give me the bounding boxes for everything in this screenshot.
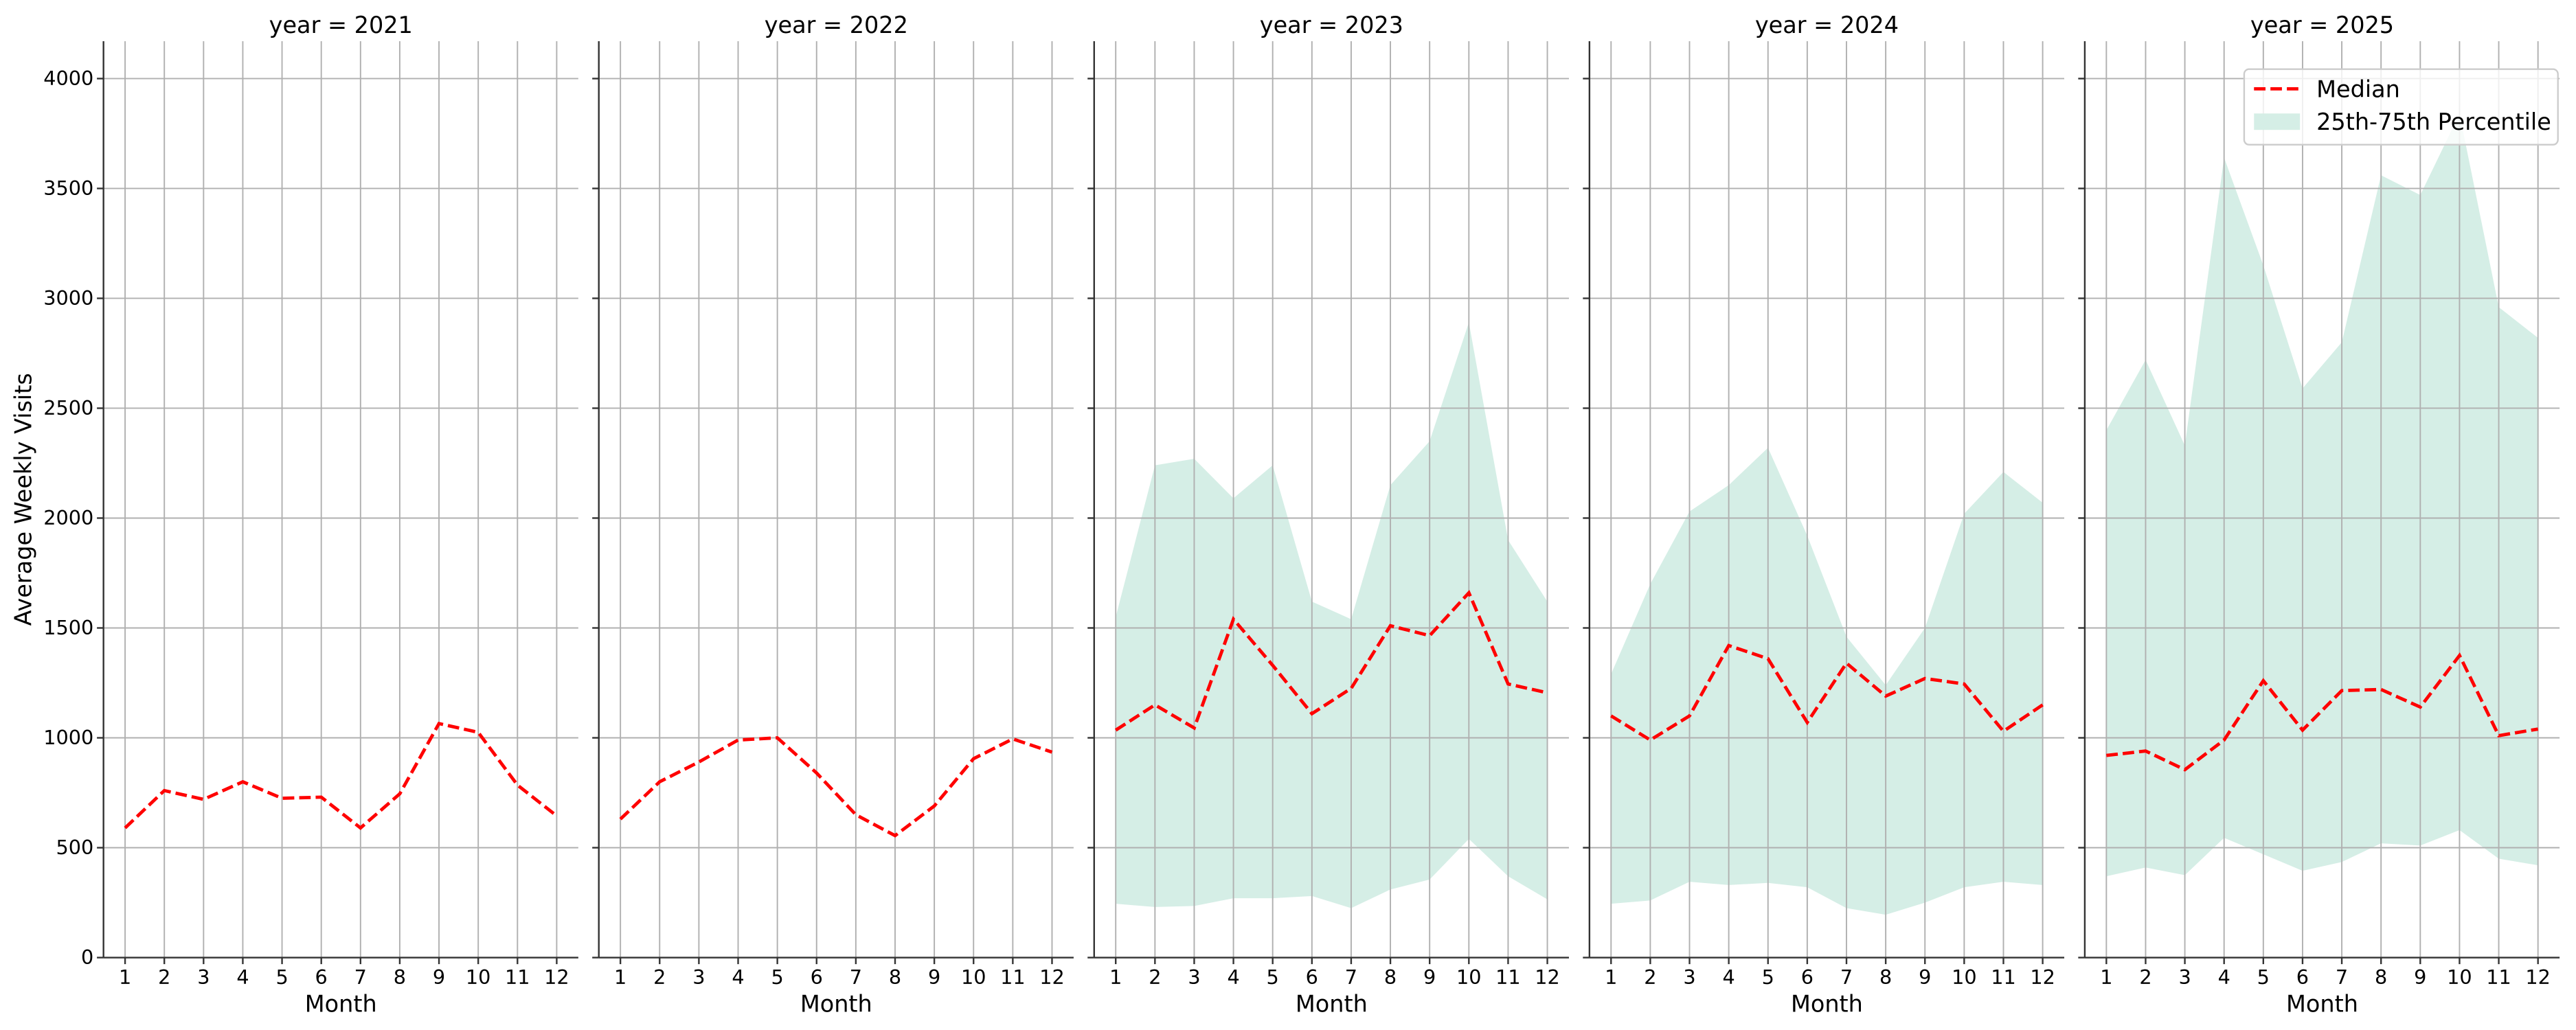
y-tick-label: 2000	[43, 506, 93, 529]
x-tick-label: 2	[2139, 965, 2151, 989]
x-tick-label: 8	[1384, 965, 1397, 989]
x-tick-label: 5	[1267, 965, 1279, 989]
x-tick-label: 4	[1723, 965, 1735, 989]
x-tick-label: 2	[1644, 965, 1656, 989]
x-tick-label: 9	[928, 965, 940, 989]
x-tick-label: 11	[2486, 965, 2511, 989]
legend-label: Median	[2316, 76, 2400, 102]
x-tick-label: 10	[1456, 965, 1482, 989]
x-tick-label: 3	[692, 965, 705, 989]
x-tick-label: 2	[158, 965, 170, 989]
median-line	[2106, 652, 2539, 772]
median-line	[619, 736, 1053, 838]
x-tick-label: 5	[2257, 965, 2270, 989]
x-tick-label: 1	[2100, 965, 2112, 989]
legend-box	[2243, 68, 2559, 146]
x-tick-label: 7	[354, 965, 367, 989]
x-tick-label: 2	[1149, 965, 1161, 989]
x-tick-label: 12	[2525, 965, 2551, 989]
x-tick-label: 7	[850, 965, 862, 989]
x-tick-label: 1	[1605, 965, 1617, 989]
legend-label: 25th-75th Percentile	[2316, 108, 2551, 135]
x-tick-label: 1	[614, 965, 626, 989]
panel-title: year = 2022	[765, 12, 908, 38]
panel-title: year = 2021	[269, 12, 413, 38]
x-tick-label: 7	[1345, 965, 1357, 989]
x-tick-label: 4	[732, 965, 744, 989]
y-tick-label: 3000	[43, 286, 93, 310]
y-tick-label: 500	[56, 836, 94, 859]
x-tick-label: 12	[2030, 965, 2055, 989]
y-tick-label: 1000	[43, 726, 93, 749]
x-tick-label: 9	[1423, 965, 1436, 989]
median-line	[1610, 643, 2044, 742]
y-tick-label: 0	[81, 946, 93, 969]
percentile-band	[2106, 113, 2538, 877]
x-tick-label: 5	[1762, 965, 1774, 989]
x-tick-label: 9	[1919, 965, 1931, 989]
x-tick-label: 7	[2336, 965, 2348, 989]
x-tick-label: 6	[1801, 965, 1814, 989]
median-line	[1114, 589, 1548, 732]
x-tick-label: 5	[275, 965, 288, 989]
x-tick-label: 11	[1000, 965, 1026, 989]
panel-title: year = 2023	[1260, 12, 1403, 38]
x-tick-label: 7	[1840, 965, 1853, 989]
x-tick-label: 1	[119, 965, 131, 989]
y-tick-label: 4000	[43, 67, 93, 90]
y-tick-label: 1500	[43, 616, 93, 639]
x-tick-label: 12	[544, 965, 569, 989]
y-tick-label: 2500	[43, 396, 93, 420]
x-tick-label: 1	[1109, 965, 1122, 989]
x-tick-label: 3	[1188, 965, 1200, 989]
panel-title: year = 2024	[1755, 12, 1899, 38]
x-tick-label: 3	[197, 965, 210, 989]
x-tick-label: 12	[1535, 965, 1560, 989]
x-tick-label: 10	[961, 965, 986, 989]
x-axis-label: Month	[2286, 990, 2358, 1017]
x-tick-label: 11	[1495, 965, 1521, 989]
x-tick-label: 10	[466, 965, 491, 989]
percentile-band	[1116, 322, 1548, 908]
x-tick-label: 3	[2178, 965, 2191, 989]
x-tick-label: 9	[2414, 965, 2426, 989]
median-line	[124, 721, 558, 830]
panel-title: year = 2025	[2250, 12, 2394, 38]
x-tick-label: 12	[1039, 965, 1065, 989]
x-tick-label: 8	[394, 965, 406, 989]
x-tick-label: 3	[1683, 965, 1695, 989]
x-tick-label: 2	[653, 965, 666, 989]
x-tick-label: 6	[1306, 965, 1318, 989]
x-tick-label: 11	[505, 965, 530, 989]
x-axis-label: Month	[1296, 990, 1368, 1017]
x-axis-label: Month	[305, 990, 377, 1017]
legend-swatch	[2254, 113, 2301, 130]
percentile-band	[1611, 448, 2043, 915]
x-tick-label: 11	[1991, 965, 2016, 989]
x-tick-label: 9	[433, 965, 445, 989]
x-tick-label: 5	[771, 965, 784, 989]
x-axis-label: Month	[1791, 990, 1863, 1017]
x-tick-label: 6	[315, 965, 328, 989]
x-tick-label: 4	[236, 965, 249, 989]
x-axis-label: Month	[800, 990, 872, 1017]
x-tick-label: 10	[2447, 965, 2472, 989]
y-axis-label: Average Weekly Visits	[10, 373, 36, 626]
x-tick-label: 8	[1879, 965, 1892, 989]
x-tick-label: 10	[1952, 965, 1977, 989]
x-tick-label: 4	[1227, 965, 1239, 989]
x-tick-label: 6	[811, 965, 823, 989]
y-tick-label: 3500	[43, 176, 93, 200]
x-tick-label: 8	[2375, 965, 2387, 989]
x-tick-label: 8	[889, 965, 901, 989]
x-tick-label: 6	[2296, 965, 2309, 989]
x-tick-label: 4	[2218, 965, 2230, 989]
